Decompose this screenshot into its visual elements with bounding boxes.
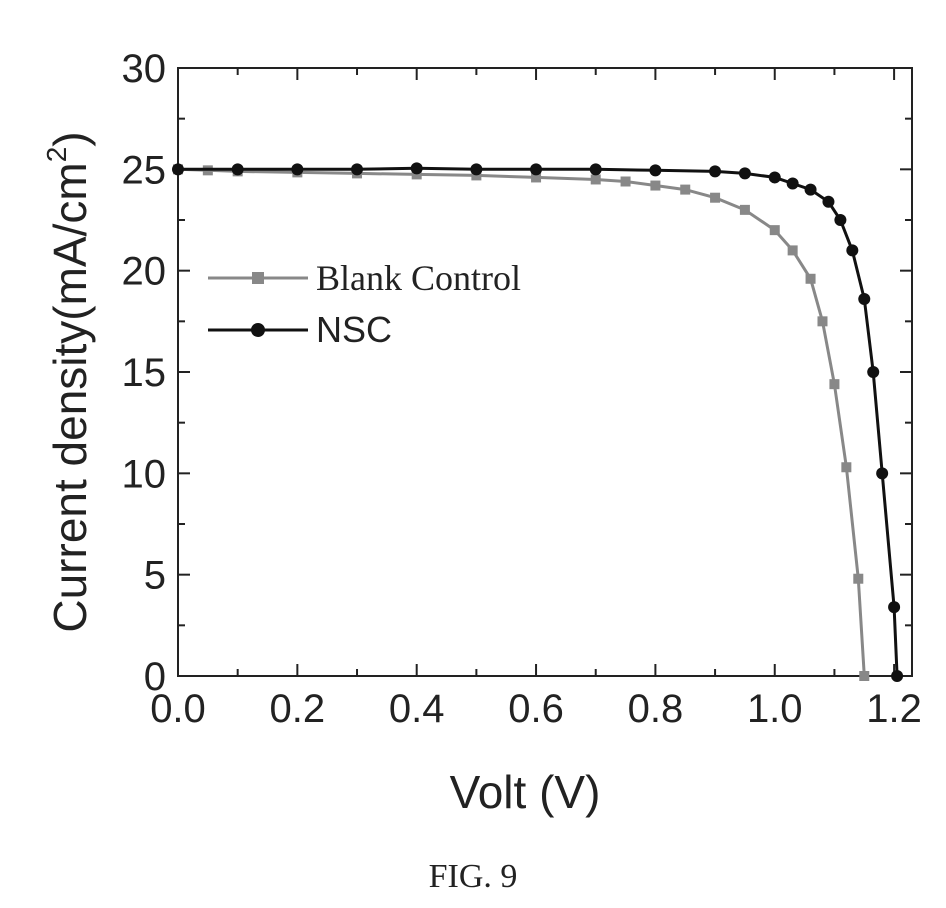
data-point-nsc bbox=[846, 244, 858, 256]
legend-label-nsc: NSC bbox=[316, 309, 392, 350]
data-point-nsc bbox=[470, 163, 482, 175]
data-point-nsc bbox=[291, 163, 303, 175]
data-point-blank-control bbox=[650, 181, 660, 191]
data-point-blank-control bbox=[853, 574, 863, 584]
data-point-nsc bbox=[590, 163, 602, 175]
data-point-nsc bbox=[805, 184, 817, 196]
y-tick-label: 25 bbox=[122, 148, 167, 192]
data-point-blank-control bbox=[591, 174, 601, 184]
data-point-nsc bbox=[172, 163, 184, 175]
data-point-nsc bbox=[867, 366, 879, 378]
data-point-blank-control bbox=[806, 274, 816, 284]
plot-frame bbox=[178, 68, 912, 676]
x-tick-label: 0.8 bbox=[628, 687, 684, 731]
data-point-nsc bbox=[858, 293, 870, 305]
data-point-blank-control bbox=[680, 185, 690, 195]
data-point-blank-control bbox=[770, 225, 780, 235]
data-point-blank-control bbox=[788, 245, 798, 255]
x-tick-label: 1.2 bbox=[866, 687, 922, 731]
x-tick-label: 0.6 bbox=[508, 687, 564, 731]
series-line-blank-control bbox=[178, 169, 864, 676]
data-point-blank-control bbox=[829, 379, 839, 389]
y-tick-label: 20 bbox=[122, 250, 167, 294]
x-tick-label: 0.4 bbox=[389, 687, 445, 731]
data-point-nsc bbox=[351, 163, 363, 175]
legend-label-blank-control: Blank Control bbox=[316, 258, 521, 298]
figure-caption: FIG. 9 bbox=[0, 858, 946, 896]
y-axis-label: Current density(mA/cm2) bbox=[41, 131, 96, 632]
data-point-nsc bbox=[530, 163, 542, 175]
data-point-nsc bbox=[739, 167, 751, 179]
x-tick-label: 0.2 bbox=[270, 687, 326, 731]
y-tick-label: 15 bbox=[122, 351, 167, 395]
data-point-nsc bbox=[888, 601, 900, 613]
data-point-blank-control bbox=[817, 316, 827, 326]
data-point-nsc bbox=[787, 178, 799, 190]
legend-marker-blank-control bbox=[252, 272, 264, 284]
data-point-nsc bbox=[232, 163, 244, 175]
data-point-nsc bbox=[709, 165, 721, 177]
y-tick-label: 30 bbox=[122, 47, 167, 91]
data-point-blank-control bbox=[710, 193, 720, 203]
y-axis-label-superscript: 2 bbox=[41, 147, 72, 163]
x-axis-label: Volt (V) bbox=[450, 766, 601, 818]
data-point-blank-control bbox=[841, 462, 851, 472]
data-point-blank-control bbox=[859, 671, 869, 681]
y-tick-label: 0 bbox=[144, 655, 166, 699]
data-point-blank-control bbox=[740, 205, 750, 215]
data-point-nsc bbox=[411, 162, 423, 174]
data-point-nsc bbox=[891, 670, 903, 682]
y-axis-label-close: ) bbox=[44, 131, 96, 146]
data-point-nsc bbox=[876, 467, 888, 479]
legend-marker-nsc bbox=[251, 323, 265, 337]
y-tick-label: 10 bbox=[122, 452, 167, 496]
y-axis-label-main: Current density(mA/cm bbox=[44, 162, 96, 632]
y-tick-label: 5 bbox=[144, 554, 166, 598]
data-point-nsc bbox=[822, 196, 834, 208]
data-point-nsc bbox=[769, 171, 781, 183]
data-point-blank-control bbox=[621, 176, 631, 186]
data-point-nsc bbox=[834, 214, 846, 226]
x-tick-label: 1.0 bbox=[747, 687, 803, 731]
data-point-nsc bbox=[649, 164, 661, 176]
